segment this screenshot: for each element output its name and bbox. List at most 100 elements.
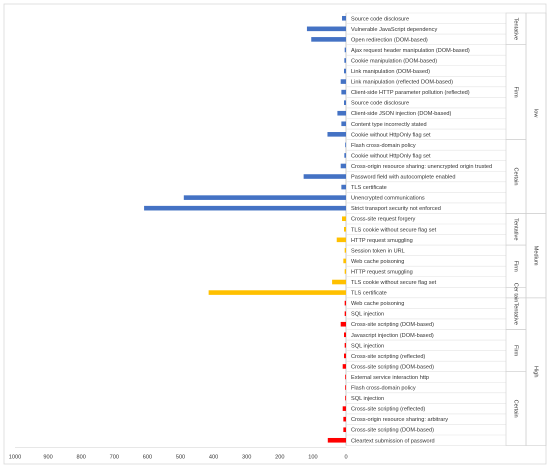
bar: [344, 226, 346, 232]
x-tick-label: 800: [77, 455, 86, 461]
bar: [342, 364, 346, 369]
confidence-group-label: Certain: [513, 400, 519, 418]
bar-label: Ajax request header manipulation (DOM-ba…: [351, 48, 470, 54]
bar-label: Cookie without HttpOnly flag set: [351, 153, 431, 159]
bar: [344, 58, 346, 63]
bar-label: SQL injection: [351, 312, 384, 318]
bar-label: Source code disclosure: [351, 16, 409, 22]
bar: [345, 142, 346, 148]
bar-label: Cross-site request forgery: [351, 217, 416, 223]
bar-label: SQL injection: [351, 343, 384, 349]
bar-label: HTTP request smuggling: [351, 238, 413, 244]
bar-label: Vulnerable JavaScript dependency: [351, 27, 437, 33]
bar: [327, 132, 346, 137]
bar-label: TLS certificate: [351, 291, 387, 297]
bar: [345, 395, 346, 401]
bar: [341, 184, 346, 190]
bar-label: Cross-site scripting (DOM-based): [351, 322, 434, 328]
bar: [345, 385, 346, 390]
bar-label: Flash cross-domain policy: [351, 143, 416, 149]
bar: [337, 110, 346, 116]
bar: [344, 100, 346, 105]
bar: [341, 89, 346, 95]
bar-label: Link manipulation (DOM-based): [351, 69, 430, 75]
confidence-group-label: Tentative: [513, 302, 519, 324]
bar-label: Web cache poisoning: [351, 301, 404, 307]
bar-label: Cross-site scripting (DOM-based): [351, 428, 434, 434]
bar: [344, 300, 346, 306]
bar: [343, 258, 346, 264]
bar: [342, 216, 346, 222]
x-tick-label: 200: [275, 455, 284, 461]
bar: [344, 343, 346, 348]
bar: [144, 205, 346, 211]
bar: [344, 269, 346, 274]
bar-label: Web cache poisoning: [351, 259, 404, 265]
bar: [341, 121, 346, 127]
bar-label: Link manipulation (reflected DOM-based): [351, 80, 453, 86]
bar-label: Flash cross-domain policy: [351, 386, 416, 392]
bar-label: Password field with autocomplete enabled: [351, 175, 455, 181]
bar: [327, 437, 346, 443]
bar-label: Cross-origin resource sharing: unencrypt…: [351, 164, 492, 170]
bar-label: Cross-origin resource sharing: arbitrary: [351, 417, 448, 423]
bar: [343, 427, 346, 433]
x-tick-label: 600: [143, 455, 152, 461]
bar: [344, 353, 346, 359]
bar: [340, 79, 346, 84]
bar: [344, 311, 346, 316]
severity-group-label: low: [533, 109, 539, 118]
bar: [332, 279, 346, 285]
bar: [342, 406, 346, 411]
severity-group-box: [525, 297, 547, 446]
bar-label: TLS cookie without secure flag set: [351, 227, 437, 233]
bar-label: Open redirection (DOM-based): [351, 37, 428, 43]
bar-label: HTTP request smuggling: [351, 269, 413, 275]
bar-label: External service interaction http: [351, 375, 429, 381]
confidence-group-label: Tentative: [513, 18, 519, 40]
bar: [340, 163, 346, 169]
bar: [345, 374, 346, 380]
bar-label: Cross-site scripting (DOM-based): [351, 364, 434, 370]
bar: [183, 195, 346, 200]
bar: [311, 37, 346, 42]
confidence-group-label: Tentative: [513, 218, 519, 240]
bar-label: Client-side HTTP parameter pollution (re…: [351, 90, 470, 96]
bar-label: Client-side JSON injection (DOM-based): [351, 111, 452, 117]
bar: [336, 237, 346, 243]
bar-label: Cross-site scripting (reflected): [351, 354, 425, 360]
bar-label: SQL injection: [351, 396, 384, 402]
bar-label: Source code disclosure: [351, 101, 409, 107]
bar: [208, 290, 346, 295]
bar: [303, 174, 346, 179]
bar: [344, 153, 346, 158]
x-tick-label: 300: [242, 455, 251, 461]
bar-label: Cleartext submission of password: [351, 438, 435, 444]
bar: [340, 321, 346, 327]
bar: [344, 332, 346, 338]
x-tick-label: 700: [110, 455, 119, 461]
x-tick-label: 900: [43, 455, 52, 461]
bar: [343, 416, 346, 422]
x-tick-label: 400: [209, 455, 218, 461]
bar-label: Javascript injection (DOM-based): [351, 333, 434, 339]
bar-label: Session token in URL: [351, 248, 405, 254]
severity-group-label: Medium: [533, 246, 539, 266]
bar-label: Content type incorrectly stated: [351, 122, 427, 128]
confidence-group-label: Firm: [513, 261, 519, 273]
bar-label: Strict transport security not enforced: [351, 206, 441, 212]
bar: [344, 68, 346, 74]
x-tick-label: 500: [176, 455, 185, 461]
severity-group-label: High: [533, 366, 539, 378]
x-tick-label: 1000: [9, 455, 21, 461]
x-tick-label: 100: [308, 455, 317, 461]
confidence-group-label: Firm: [513, 87, 519, 99]
x-tick-label: 0: [344, 455, 347, 461]
bar: [344, 47, 346, 53]
bar-label: Cross-site scripting (reflected): [351, 407, 425, 413]
bar: [306, 26, 346, 32]
bar-label: TLS cookie without secure flag set: [351, 280, 437, 286]
bar: [342, 15, 346, 21]
